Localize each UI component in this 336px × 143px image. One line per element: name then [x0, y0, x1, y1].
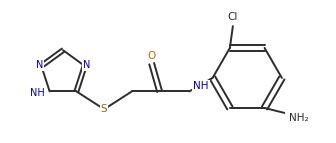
Text: N: N: [36, 60, 43, 70]
Text: S: S: [101, 104, 108, 114]
Text: NH: NH: [193, 82, 209, 92]
Text: N: N: [83, 60, 90, 70]
Text: O: O: [148, 51, 156, 61]
Text: NH: NH: [30, 88, 45, 98]
Text: NH₂: NH₂: [289, 113, 309, 123]
Text: Cl: Cl: [228, 12, 238, 22]
